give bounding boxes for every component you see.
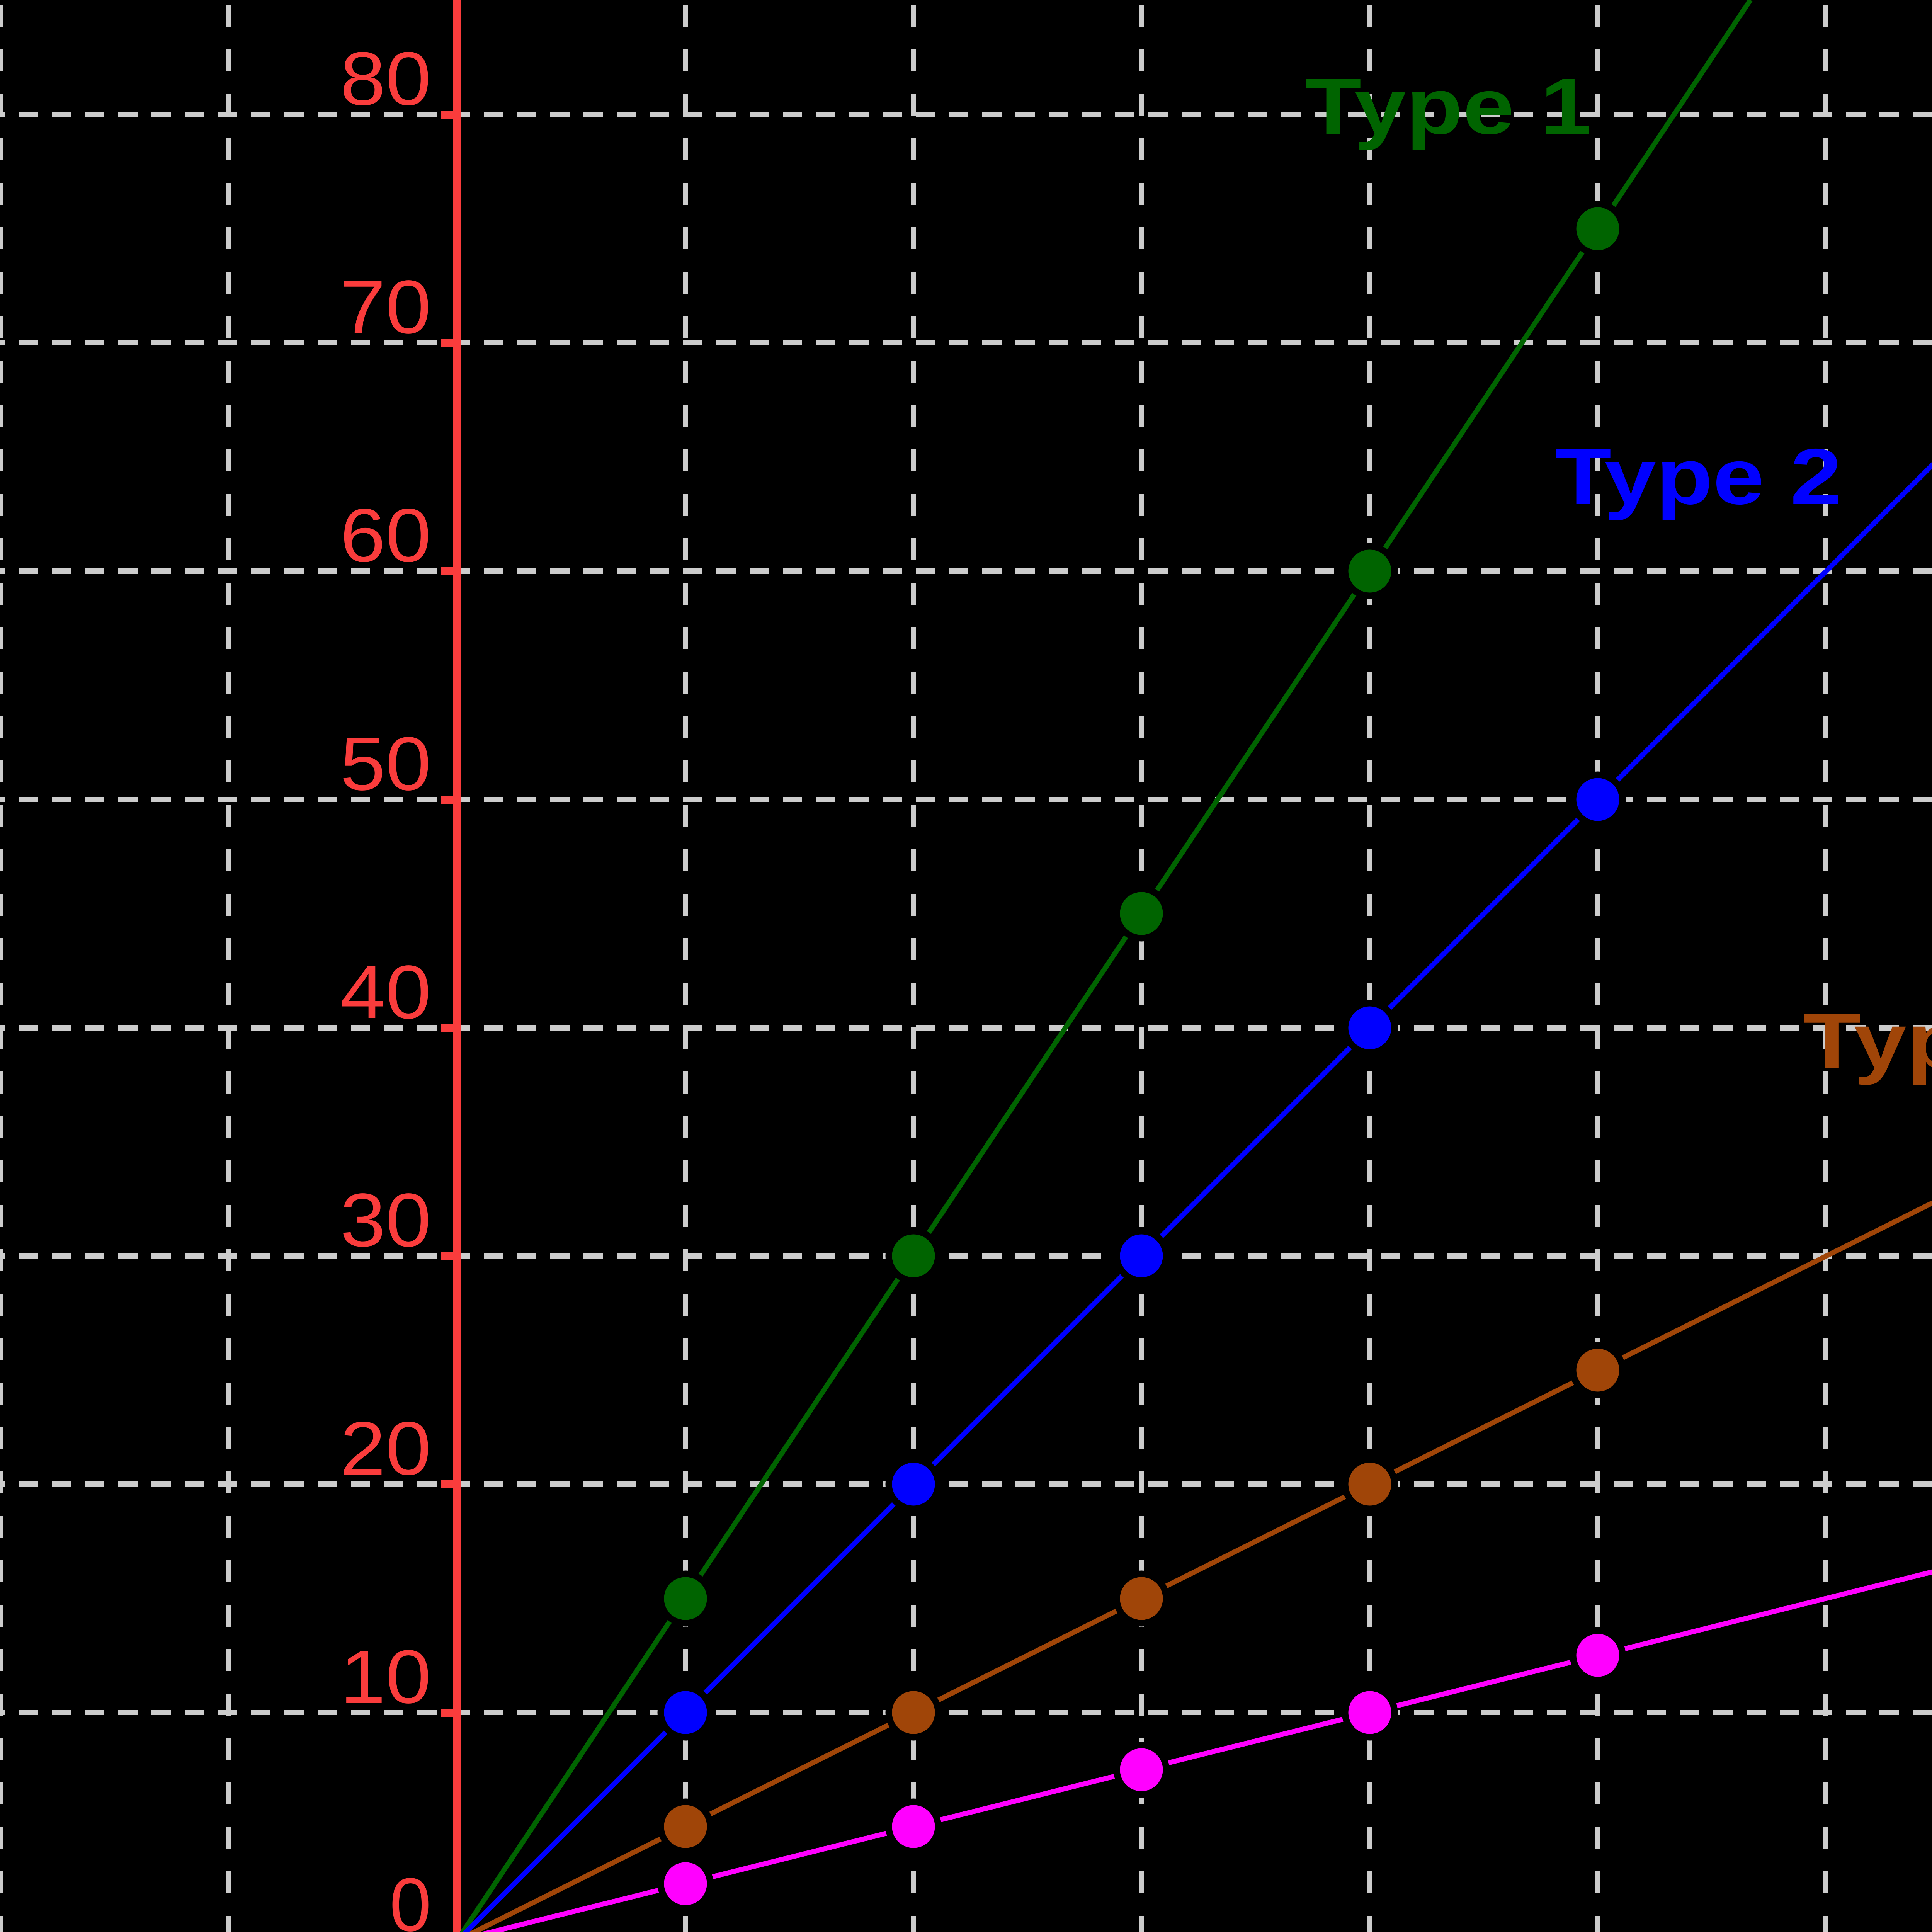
svg-text:Type 2: Type 2	[1555, 432, 1842, 521]
svg-text:20: 20	[340, 1406, 431, 1491]
svg-text:40: 40	[340, 950, 431, 1034]
svg-text:0: 0	[389, 1862, 431, 1932]
svg-text:60: 60	[340, 493, 431, 578]
svg-text:50: 50	[340, 721, 431, 806]
svg-text:80: 80	[340, 36, 431, 121]
svg-text:70: 70	[340, 265, 431, 349]
svg-text:30: 30	[340, 1178, 431, 1262]
svg-text:10: 10	[340, 1634, 431, 1719]
svg-text:Type 3: Type 3	[1803, 997, 1932, 1085]
svg-text:Type 1: Type 1	[1305, 62, 1592, 151]
